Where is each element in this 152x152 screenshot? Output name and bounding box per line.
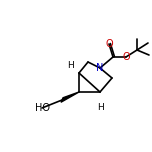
Text: HO: HO [35, 103, 50, 113]
Text: O: O [105, 39, 113, 49]
Text: H: H [68, 60, 74, 69]
Text: O: O [122, 52, 130, 62]
Polygon shape [61, 92, 79, 102]
Text: H: H [97, 104, 103, 112]
Text: N: N [96, 63, 104, 73]
